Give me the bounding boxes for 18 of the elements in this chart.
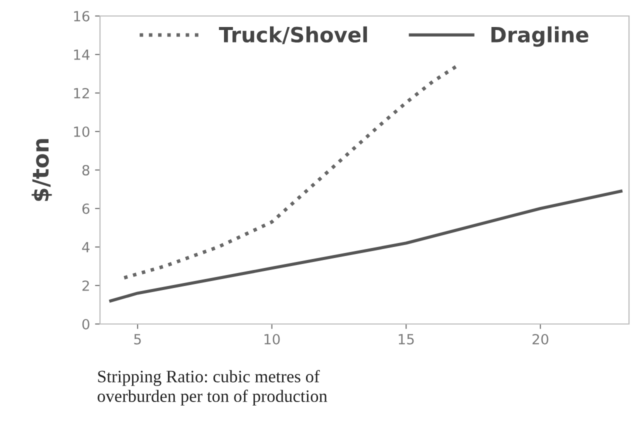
- y-tick-label: 16: [74, 10, 90, 22]
- y-tick-label: 12: [74, 88, 89, 98]
- x-tick-label: 10: [264, 334, 280, 344]
- y-tick-label: 14: [74, 50, 90, 60]
- y-tick-label: 6: [82, 203, 90, 214]
- legend-label: Truck/Shovel: [218, 26, 367, 44]
- x-tick-label: 15: [398, 334, 414, 344]
- line-series: [109, 190, 622, 302]
- y-tick-label: 2: [82, 280, 89, 291]
- legend-label: Dragline: [491, 26, 588, 47]
- y-axis-title: $/ton: [32, 139, 52, 201]
- x-tick-label: 5: [134, 334, 141, 344]
- y-tick-label: 4: [82, 242, 90, 252]
- x-tick-label: 20: [532, 334, 548, 344]
- x-axis-title: Stripping Ratio: cubic metres of overburden per ton of production: [98, 370, 328, 406]
- y-tick-label: 8: [82, 164, 90, 176]
- y-tick-label: 0: [82, 318, 90, 330]
- y-tick-label: 10: [74, 126, 90, 137]
